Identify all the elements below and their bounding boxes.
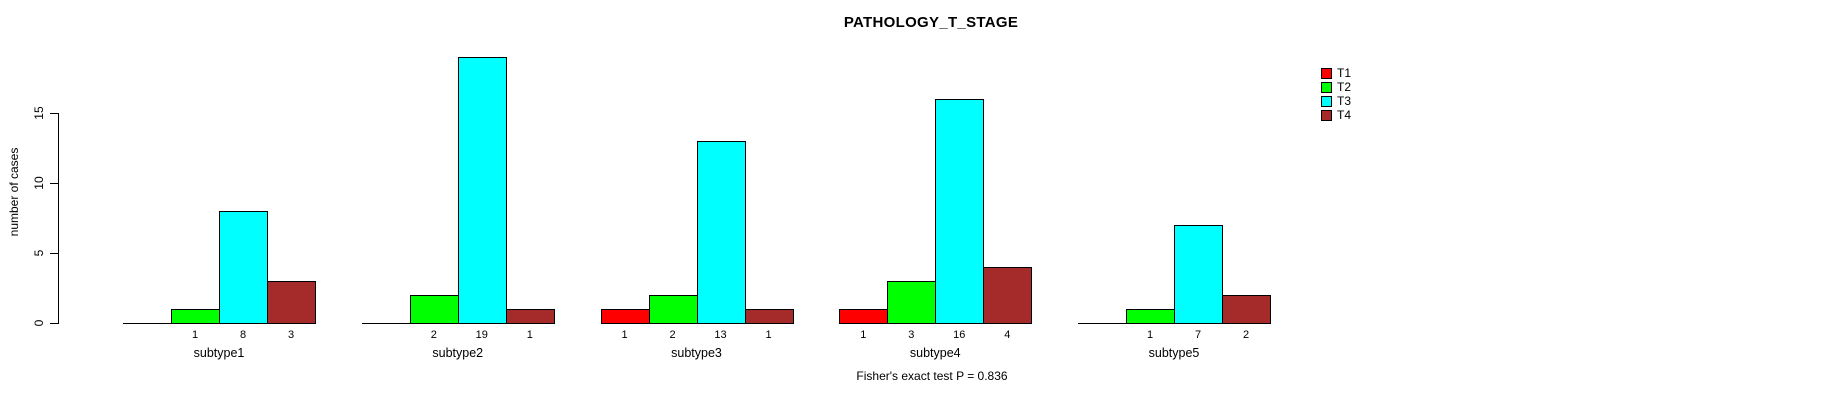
bar-t3-subtype5 [1174,225,1223,324]
y-axis-tick [50,323,58,324]
fisher-test-annotation: Fisher's exact test P = 0.836 [856,369,1008,383]
bar-value-label: 19 [475,329,488,341]
legend-label: T4 [1337,108,1352,122]
y-axis-tick-label: 15 [32,106,46,120]
legend-label: T2 [1337,80,1352,94]
y-axis-tick-label: 5 [32,249,46,257]
bar-value-label: 16 [953,329,966,341]
bar-t4-subtype5 [1222,295,1271,324]
bar-value-label: 8 [239,329,247,341]
legend-item-t4: T4 [1321,108,1351,122]
y-axis-tick [50,183,58,184]
bar-value-label: 3 [287,329,295,341]
bar-value-label: 4 [1004,329,1011,341]
bar-value-label: 2 [1242,329,1250,341]
legend-item-t2: T2 [1321,80,1351,94]
bar-value-label: 1 [621,329,628,341]
y-axis-label: number of cases [7,147,21,237]
bar-value-label: 2 [669,329,676,341]
x-axis-category-label: subtype2 [432,346,484,360]
y-axis-tick-label: 0 [32,319,46,327]
bar-t4-subtype1 [267,281,316,324]
x-axis-category-label: subtype5 [1148,346,1200,360]
bar-value-label: 7 [1194,329,1202,341]
legend-swatch-t2 [1321,81,1332,93]
y-axis-tick [50,253,58,254]
bar-t2-subtype2 [409,295,459,324]
bar-t3-subtype3 [696,141,746,324]
x-axis-category-label: subtype4 [909,346,961,360]
bar-t1-subtype4 [839,309,889,324]
legend-item-t1: T1 [1321,66,1351,80]
bar-t4-subtype2 [505,309,555,324]
bar-t3-subtype4 [935,99,985,324]
legend-swatch-t4 [1321,109,1332,121]
bar-value-label: 1 [860,329,867,341]
x-axis-category-label: subtype3 [671,346,722,360]
bar-t3-subtype1 [219,211,268,324]
chart-title: PATHOLOGY_T_STAGE [843,14,1019,31]
x-axis-category-label: subtype1 [193,346,245,360]
bar-t2-subtype5 [1126,309,1175,324]
bar-value-label: 2 [430,329,437,341]
legend-item-t3: T3 [1321,94,1351,108]
bar-value-label: 3 [908,329,915,341]
bar-t3-subtype2 [457,57,507,324]
bar-t4-subtype3 [744,309,794,324]
legend-label: T3 [1337,94,1352,108]
y-axis-line [58,113,59,324]
bar-t2-subtype1 [171,309,220,324]
legend-swatch-t1 [1321,67,1332,79]
bar-value-label: 1 [1146,329,1154,341]
bar-value-label: 13 [714,329,727,341]
bar-value-label: 1 [765,329,772,341]
bar-t2-subtype4 [887,281,937,324]
y-axis-tick-label: 10 [32,176,46,190]
legend: T1 T2 T3 T4 [1321,66,1351,122]
y-axis-tick [50,113,58,114]
bar-value-label: 1 [526,329,533,341]
bar-t1-subtype3 [600,309,650,324]
legend-label: T1 [1337,66,1352,80]
bar-value-label: 1 [191,329,199,341]
bar-t2-subtype3 [648,295,698,324]
legend-swatch-t3 [1321,95,1332,107]
bar-t4-subtype4 [983,267,1033,324]
